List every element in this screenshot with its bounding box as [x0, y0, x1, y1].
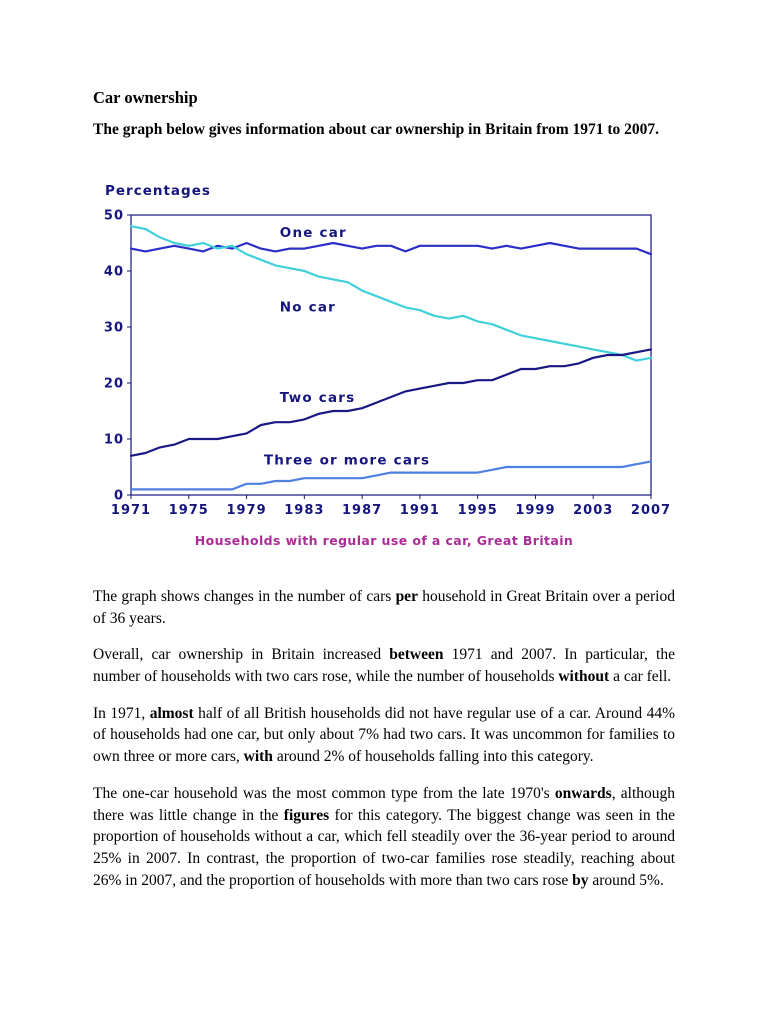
intro-text: The graph below gives information about … — [93, 121, 660, 138]
paragraph-1: The graph shows changes in the number of… — [93, 588, 675, 627]
y-tick-label: 0 — [114, 489, 124, 504]
car-ownership-chart: Percentages 0 10 20 30 40 50 1971 1975 1979 1983 1… — [95, 183, 675, 548]
x-tick-label: 1995 — [458, 503, 498, 518]
series-label: One car — [280, 225, 347, 241]
series-label: Two cars — [280, 390, 356, 406]
chart-y-axis-title: Percentages — [105, 183, 211, 199]
y-tick-label: 50 — [104, 209, 124, 224]
x-tick-label: 2003 — [573, 503, 613, 518]
x-tick-label: 1991 — [400, 503, 440, 518]
x-tick-label: 1971 — [111, 503, 151, 518]
plot-area — [130, 214, 652, 496]
paragraph-4: The one-car household was the most commo… — [93, 784, 676, 889]
x-tick-label: 2007 — [631, 503, 671, 518]
x-tick-label: 1975 — [169, 503, 209, 518]
y-tick-label: 40 — [104, 265, 124, 280]
series-line — [129, 348, 653, 457]
series-line — [129, 241, 653, 256]
series-line — [129, 460, 653, 491]
essay-body: The graph shows changes in the number of… — [93, 586, 675, 891]
paragraph-3: In 1971, almost half of all British hous… — [93, 704, 675, 766]
series-label: Three or more cars — [264, 452, 430, 468]
x-tick-label: 1987 — [342, 503, 382, 518]
x-tick-label: 1999 — [515, 503, 555, 518]
paragraph-2: Overall, car ownership in Britain increa… — [93, 646, 675, 686]
series-label: No car — [280, 299, 336, 315]
x-tick-label: 1983 — [284, 503, 324, 518]
page-title: Car ownership — [93, 88, 198, 107]
chart-caption: Households with regular use of a car, Gr… — [194, 533, 574, 548]
line-chart: 0 10 20 30 40 50 1971 1975 1979 1983 1987 1991 1995 1… — [104, 209, 671, 519]
y-tick-label: 20 — [104, 377, 124, 392]
series-line — [129, 225, 653, 362]
x-tick-label: 1979 — [226, 503, 266, 518]
y-tick-label: 10 — [104, 433, 124, 448]
y-tick-label: 30 — [104, 321, 124, 336]
